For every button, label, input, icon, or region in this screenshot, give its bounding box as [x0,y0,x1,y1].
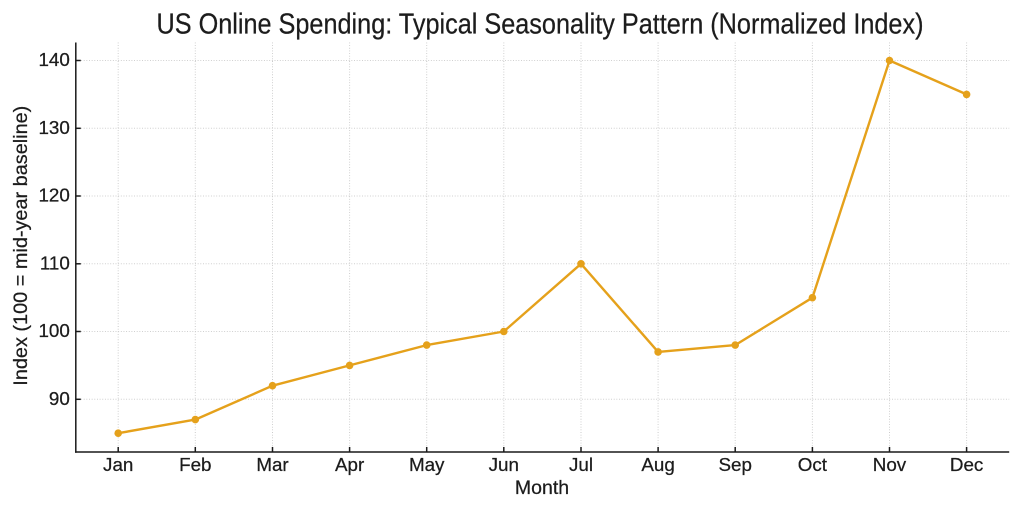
svg-text:Month: Month [515,477,569,499]
svg-text:Jan: Jan [103,454,133,475]
svg-text:110: 110 [40,252,70,273]
svg-text:Oct: Oct [798,454,828,475]
svg-text:Jun: Jun [489,454,519,475]
svg-text:Apr: Apr [335,454,364,475]
svg-text:130: 130 [38,117,69,138]
svg-text:May: May [409,454,445,475]
svg-text:90: 90 [49,388,70,409]
svg-text:Index (100 = mid-year baseline: Index (100 = mid-year baseline) [10,106,32,386]
svg-text:Jul: Jul [569,454,593,475]
svg-text:Mar: Mar [256,454,288,475]
svg-text:Feb: Feb [179,454,211,475]
svg-text:Nov: Nov [873,454,907,475]
svg-text:Sep: Sep [718,454,751,475]
svg-text:US Online Spending: Typical Se: US Online Spending: Typical Seasonality … [157,9,924,41]
svg-text:Aug: Aug [641,454,674,475]
svg-text:140: 140 [38,49,69,70]
svg-text:Dec: Dec [950,454,983,475]
svg-text:100: 100 [38,320,69,341]
svg-text:120: 120 [38,185,69,206]
